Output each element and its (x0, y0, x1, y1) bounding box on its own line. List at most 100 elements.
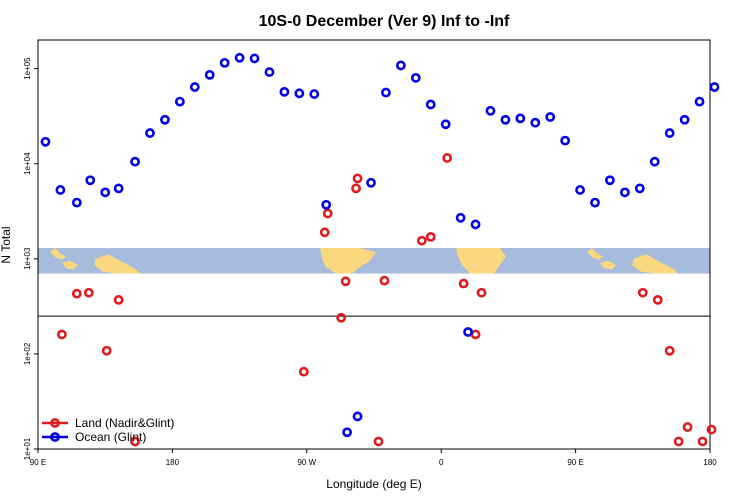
data-point (425, 231, 436, 242)
y-tick-label: 1e+01 (23, 437, 32, 460)
data-point (373, 436, 384, 447)
world-map-band (38, 247, 710, 274)
data-point (321, 199, 332, 210)
data-point (476, 287, 487, 298)
data-point (470, 219, 481, 230)
chart-title: 10S-0 December (Ver 9) Inf to -Inf (259, 13, 510, 30)
x-tick-label: 180 (703, 458, 717, 467)
data-point (682, 422, 693, 432)
data-point (219, 57, 230, 68)
data-point (530, 117, 541, 128)
data-point (234, 52, 245, 63)
data-point (455, 212, 466, 223)
data-point (673, 436, 684, 447)
data-point (605, 175, 615, 186)
data-point (619, 187, 630, 198)
data-point (189, 82, 200, 92)
data-point (679, 114, 690, 125)
map-land-0 (50, 247, 66, 260)
series-1 (40, 52, 720, 438)
legend: Land (Nadir&Glint)Ocean (Glint) (42, 416, 174, 444)
data-point (440, 119, 451, 130)
data-point (298, 366, 309, 377)
x-tick-label: 90 E (567, 458, 583, 467)
data-point (706, 424, 717, 435)
data-point (71, 288, 82, 299)
data-point (515, 113, 526, 124)
data-point (664, 128, 675, 138)
data-point (130, 436, 140, 447)
data-point (40, 136, 51, 147)
data-point (352, 411, 363, 422)
legend-marker (50, 432, 60, 442)
data-point (500, 114, 511, 125)
data-point (575, 185, 585, 195)
y-tick-label: 1e+05 (23, 57, 32, 80)
data-point (145, 128, 155, 138)
data-point (697, 436, 708, 447)
data-point (351, 183, 361, 194)
data-point (410, 72, 421, 83)
data-point (340, 276, 351, 287)
legend-label: Ocean (Glint) (75, 430, 146, 444)
data-point (160, 114, 170, 125)
map-land-5 (587, 247, 603, 260)
y-tick-label: 1e+02 (23, 342, 32, 365)
data-point (336, 312, 347, 323)
data-point (560, 135, 571, 146)
data-point (100, 187, 111, 198)
data-point (416, 235, 427, 246)
x-tick-label: 90 E (30, 458, 46, 467)
data-point (637, 287, 648, 298)
data-point (366, 177, 376, 188)
data-point (649, 156, 660, 167)
data-point (113, 183, 124, 194)
data-point (709, 82, 720, 92)
data-point (485, 105, 496, 116)
data-point (130, 156, 140, 167)
y-tick-label: 1e+04 (23, 152, 32, 175)
data-point (113, 294, 124, 305)
y-axis-label: N Total (0, 226, 13, 263)
data-point (309, 89, 320, 99)
data-point (352, 173, 363, 184)
data-point (652, 294, 663, 305)
map-land-7 (632, 254, 678, 274)
data-point (204, 69, 215, 80)
data-point (425, 99, 436, 110)
x-tick-label: 180 (166, 458, 180, 467)
data-point (342, 427, 353, 438)
map-land-1 (62, 260, 78, 270)
data-point (470, 329, 481, 340)
data-point (463, 327, 473, 337)
x-tick-label: 90 W (297, 458, 316, 467)
axes: 90 E 180 90 W 0 90 E 180 1e+01 1e+02 1e+03 1e+04 1… (23, 39, 717, 467)
data-point (458, 278, 469, 289)
legend-entry: Ocean (Glint) (42, 430, 146, 444)
legend-entry: Land (Nadir&Glint) (42, 416, 174, 430)
data-point (264, 67, 275, 77)
data-point (294, 88, 305, 99)
map-land-3 (320, 247, 376, 274)
map-land-2 (94, 254, 140, 274)
data-point (395, 60, 406, 71)
data-point (322, 208, 333, 219)
data-point (590, 197, 600, 208)
legend-marker (50, 418, 60, 428)
x-tick-label: 0 (439, 458, 444, 467)
legend-label: Land (Nadir&Glint) (75, 416, 174, 430)
data-point (279, 86, 290, 97)
data-point (71, 197, 82, 208)
plot-frame (37, 39, 711, 450)
y-tick-label: 1e+03 (23, 247, 32, 270)
data-points (40, 52, 720, 447)
data-point (101, 345, 112, 356)
data-point (379, 275, 390, 286)
data-point (85, 175, 96, 186)
data-point (83, 287, 94, 298)
data-point (545, 112, 556, 122)
data-point (55, 185, 66, 195)
data-point (634, 183, 645, 194)
data-point (381, 87, 391, 98)
